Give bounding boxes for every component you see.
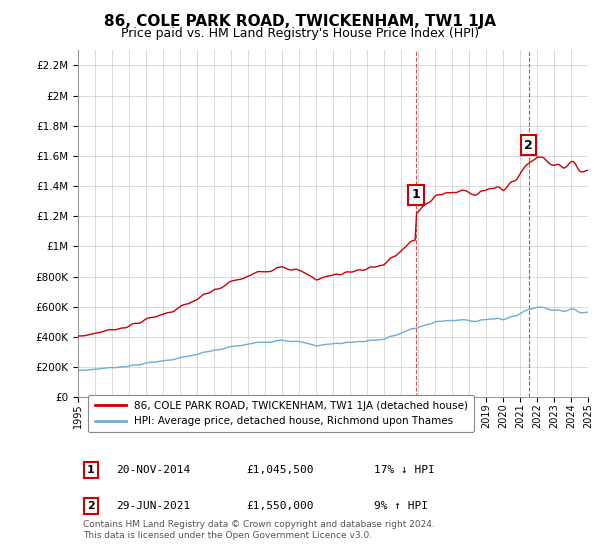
- Text: Price paid vs. HM Land Registry's House Price Index (HPI): Price paid vs. HM Land Registry's House …: [121, 27, 479, 40]
- Text: £1,550,000: £1,550,000: [247, 501, 314, 511]
- Text: 17% ↓ HPI: 17% ↓ HPI: [374, 465, 434, 475]
- Text: 20-NOV-2014: 20-NOV-2014: [116, 465, 191, 475]
- Text: 9% ↑ HPI: 9% ↑ HPI: [374, 501, 428, 511]
- Text: 1: 1: [412, 189, 421, 202]
- Text: 1: 1: [87, 465, 95, 475]
- Text: 86, COLE PARK ROAD, TWICKENHAM, TW1 1JA: 86, COLE PARK ROAD, TWICKENHAM, TW1 1JA: [104, 14, 496, 29]
- Text: 29-JUN-2021: 29-JUN-2021: [116, 501, 191, 511]
- Legend: 86, COLE PARK ROAD, TWICKENHAM, TW1 1JA (detached house), HPI: Average price, de: 86, COLE PARK ROAD, TWICKENHAM, TW1 1JA …: [88, 395, 475, 432]
- Text: 2: 2: [87, 501, 95, 511]
- Text: Contains HM Land Registry data © Crown copyright and database right 2024.
This d: Contains HM Land Registry data © Crown c…: [83, 520, 435, 540]
- Text: 2: 2: [524, 139, 533, 152]
- Text: £1,045,500: £1,045,500: [247, 465, 314, 475]
